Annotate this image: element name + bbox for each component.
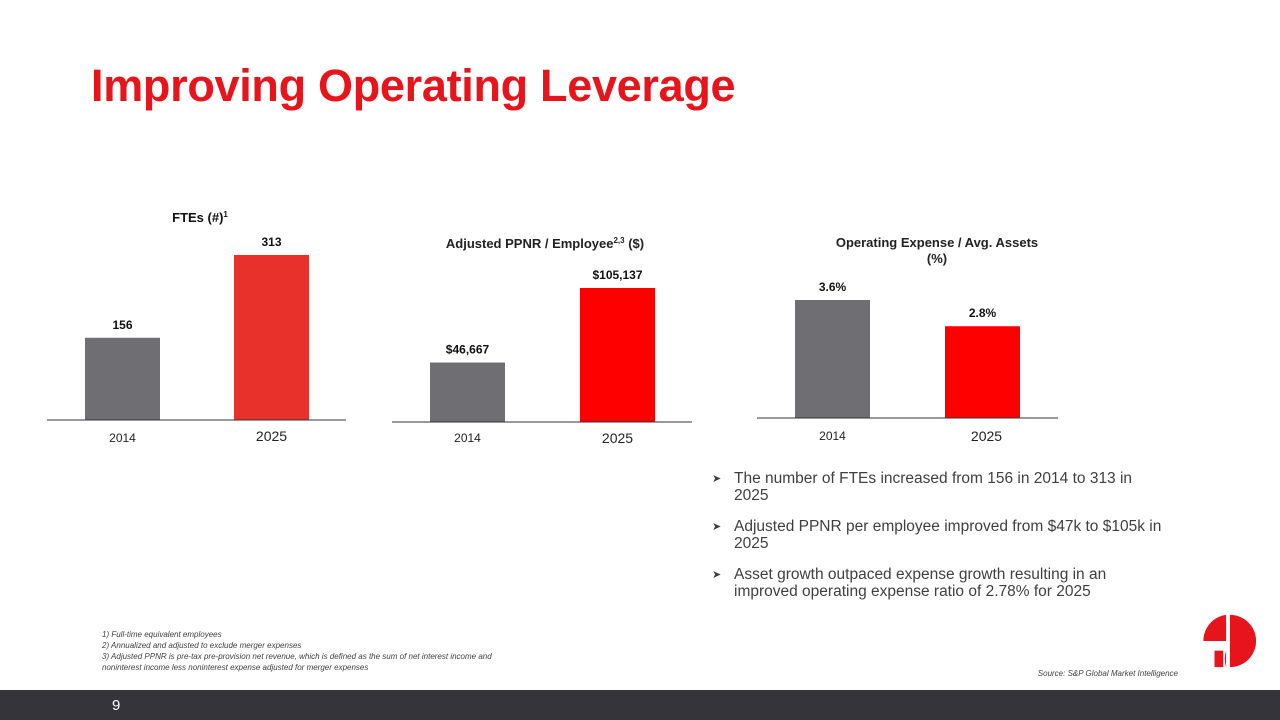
fte-value-label-2014: 156 xyxy=(112,318,132,332)
arrow-bullet-icon: ➤ xyxy=(712,569,722,581)
slide-title: Improving Operating Leverage xyxy=(91,60,736,111)
opex-chart-title-line-2: (%) xyxy=(927,251,947,266)
ppnr-value-label-2025: $105,137 xyxy=(592,268,642,282)
footnote-line: 2) Annualized and adjusted to exclude me… xyxy=(102,641,302,650)
arrow-bullet-icon: ➤ xyxy=(712,473,722,485)
ppnr-category-label-2025: 2025 xyxy=(602,430,633,446)
page-number: 9 xyxy=(112,697,121,714)
opex-chart: Operating Expense / Avg. Assets (%) 3.6%… xyxy=(757,235,1058,444)
opex-value-label-2025: 2.8% xyxy=(969,306,997,320)
bullet-text: The number of FTEs increased from 156 in… xyxy=(734,470,1133,504)
opex-bar-2025 xyxy=(945,326,1020,418)
ppnr-bar-2025 xyxy=(580,288,655,422)
ppnr-chart: Adjusted PPNR / Employee2,3 ($) $46,667 … xyxy=(392,236,692,446)
opex-bar-2014 xyxy=(795,300,870,418)
source-note: Source: S&P Global Market Intelligence xyxy=(1037,669,1178,678)
bullet-item: ➤ Adjusted PPNR per employee improved fro… xyxy=(712,518,1162,552)
footnote-line: 1) Full-time equivalent employees xyxy=(102,630,222,639)
opex-chart-title-line-1: Operating Expense / Avg. Assets xyxy=(836,235,1038,250)
bullet-text: Adjusted PPNR per employee improved from… xyxy=(734,518,1162,552)
fte-category-label-2025: 2025 xyxy=(256,428,287,444)
opex-value-label-2014: 3.6% xyxy=(819,280,847,294)
footnote-line: 3) Adjusted PPNR is pre-tax pre-provisio… xyxy=(102,652,492,661)
fte-bar-2025 xyxy=(234,255,309,420)
opex-category-label-2014: 2014 xyxy=(819,429,846,443)
footer-bar: 9 xyxy=(0,690,1280,720)
fte-value-label-2025: 313 xyxy=(261,235,281,249)
bullet-text: Asset growth outpaced expense growth res… xyxy=(734,566,1107,600)
ppnr-bar-2014 xyxy=(430,362,505,422)
bullet-item: ➤ The number of FTEs increased from 156 i… xyxy=(712,470,1162,504)
fte-chart: FTEs (#)1 156 313 2014 2025 xyxy=(47,210,346,445)
ppnr-chart-title: Adjusted PPNR / Employee2,3 ($) xyxy=(446,236,644,251)
ppnr-category-label-2014: 2014 xyxy=(454,431,481,445)
arrow-bullet-icon: ➤ xyxy=(712,521,722,533)
fte-category-label-2014: 2014 xyxy=(109,431,136,445)
bullet-item: ➤ Asset growth outpaced expense growth re… xyxy=(712,566,1162,600)
opex-category-label-2025: 2025 xyxy=(971,428,1002,444)
fte-bar-2014 xyxy=(85,337,160,420)
fte-chart-title: FTEs (#)1 xyxy=(172,210,228,225)
footnotes: 1) Full-time equivalent employees 2) Ann… xyxy=(102,629,582,673)
key-points-list: ➤ The number of FTEs increased from 156 i… xyxy=(712,470,1162,614)
footnote-line: noninterest income less noninterest expe… xyxy=(102,663,369,672)
numeral-one-logo-icon xyxy=(1203,614,1257,668)
ppnr-value-label-2014: $46,667 xyxy=(446,343,490,357)
